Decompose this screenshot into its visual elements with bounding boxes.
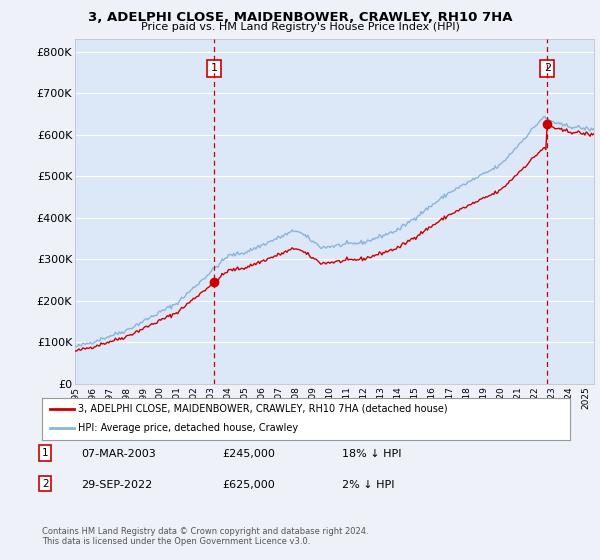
- Text: 29-SEP-2022: 29-SEP-2022: [81, 480, 152, 490]
- Text: Price paid vs. HM Land Registry's House Price Index (HPI): Price paid vs. HM Land Registry's House …: [140, 22, 460, 32]
- Text: 3, ADELPHI CLOSE, MAIDENBOWER, CRAWLEY, RH10 7HA: 3, ADELPHI CLOSE, MAIDENBOWER, CRAWLEY, …: [88, 11, 512, 24]
- Text: 1: 1: [211, 63, 218, 73]
- Text: 2: 2: [42, 479, 49, 489]
- Text: HPI: Average price, detached house, Crawley: HPI: Average price, detached house, Craw…: [78, 423, 298, 433]
- Text: 3, ADELPHI CLOSE, MAIDENBOWER, CRAWLEY, RH10 7HA (detached house): 3, ADELPHI CLOSE, MAIDENBOWER, CRAWLEY, …: [78, 404, 448, 414]
- Text: 2% ↓ HPI: 2% ↓ HPI: [342, 480, 395, 490]
- Text: £625,000: £625,000: [222, 480, 275, 490]
- Text: 2: 2: [544, 63, 551, 73]
- Text: 18% ↓ HPI: 18% ↓ HPI: [342, 449, 401, 459]
- Text: 07-MAR-2003: 07-MAR-2003: [81, 449, 156, 459]
- Text: 1: 1: [42, 448, 49, 458]
- Text: Contains HM Land Registry data © Crown copyright and database right 2024.
This d: Contains HM Land Registry data © Crown c…: [42, 526, 368, 546]
- Text: £245,000: £245,000: [222, 449, 275, 459]
